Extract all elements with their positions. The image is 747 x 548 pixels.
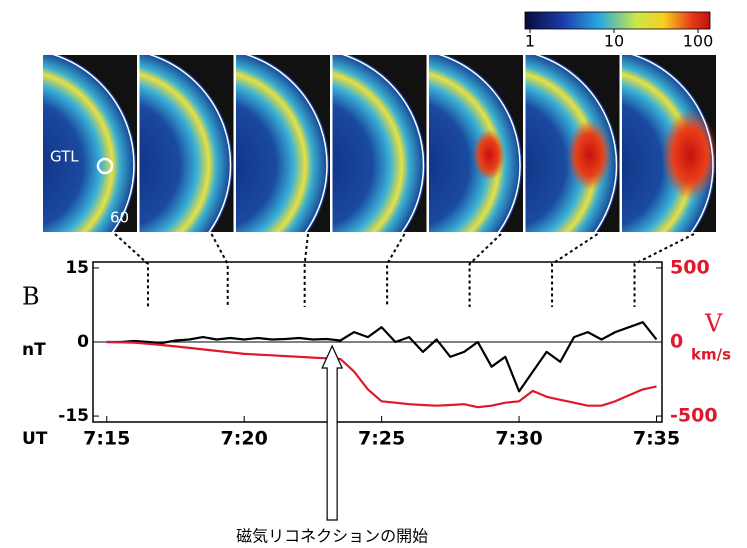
colorbar-tick-label: 10 — [604, 32, 624, 51]
x-tick-label: 7:25 — [358, 428, 405, 450]
y2-label: V — [704, 310, 723, 338]
aurora-image — [622, 55, 716, 232]
image-edge — [148, 55, 232, 232]
x-tick-label: 7:20 — [221, 428, 268, 450]
image-time-connector — [551, 233, 599, 307]
aurora-image — [43, 55, 137, 232]
y2-unit: km/s — [691, 346, 731, 364]
x-tick-label: 7:35 — [633, 428, 680, 450]
station-label: GTL — [50, 148, 79, 166]
aurora-image — [236, 55, 330, 232]
station-marker — [96, 157, 114, 175]
image-time-connector — [114, 233, 149, 307]
x-tick-label: 7:15 — [83, 428, 130, 450]
aurora-image — [429, 55, 523, 232]
y-tick-label: 15 — [65, 258, 89, 278]
series-line — [106, 340, 657, 409]
image-edge — [631, 55, 714, 232]
auroral-spot — [567, 119, 612, 191]
aurora-image — [332, 55, 427, 232]
image-edge — [245, 55, 328, 232]
auroral-spot — [662, 110, 716, 200]
image-edge — [52, 55, 135, 232]
image-time-connector — [210, 233, 229, 307]
aurora-image — [139, 55, 234, 232]
y-tick-label: 0 — [77, 332, 89, 352]
annotation-arrow — [321, 344, 344, 521]
colorbar-tick-label: 100 — [683, 32, 714, 51]
image-time-connector — [303, 233, 309, 307]
y-label: B — [22, 283, 40, 311]
image-edge — [341, 55, 425, 232]
x-tick-label: 7:30 — [495, 428, 542, 450]
y2-tick-label: 0 — [670, 331, 683, 353]
image-time-connector — [633, 233, 695, 307]
y2-tick-label: -500 — [670, 405, 718, 427]
auroral-spot — [473, 129, 505, 181]
y2-tick-label: 500 — [670, 256, 710, 278]
y-unit: nT — [22, 340, 46, 360]
image-edge — [438, 55, 521, 232]
aurora-image — [525, 55, 620, 232]
image-time-connector — [468, 233, 502, 307]
image-time-connector — [386, 233, 406, 307]
colorbar — [524, 11, 711, 30]
annotation: 磁気リコネクションの開始 — [236, 527, 428, 546]
y-tick-label: -15 — [58, 406, 89, 426]
latitude-label: 60 — [110, 209, 129, 227]
image-edge — [534, 55, 618, 232]
colorbar-tick-label: 1 — [525, 32, 535, 51]
x-label: UT — [22, 429, 48, 449]
series-line — [106, 321, 658, 393]
